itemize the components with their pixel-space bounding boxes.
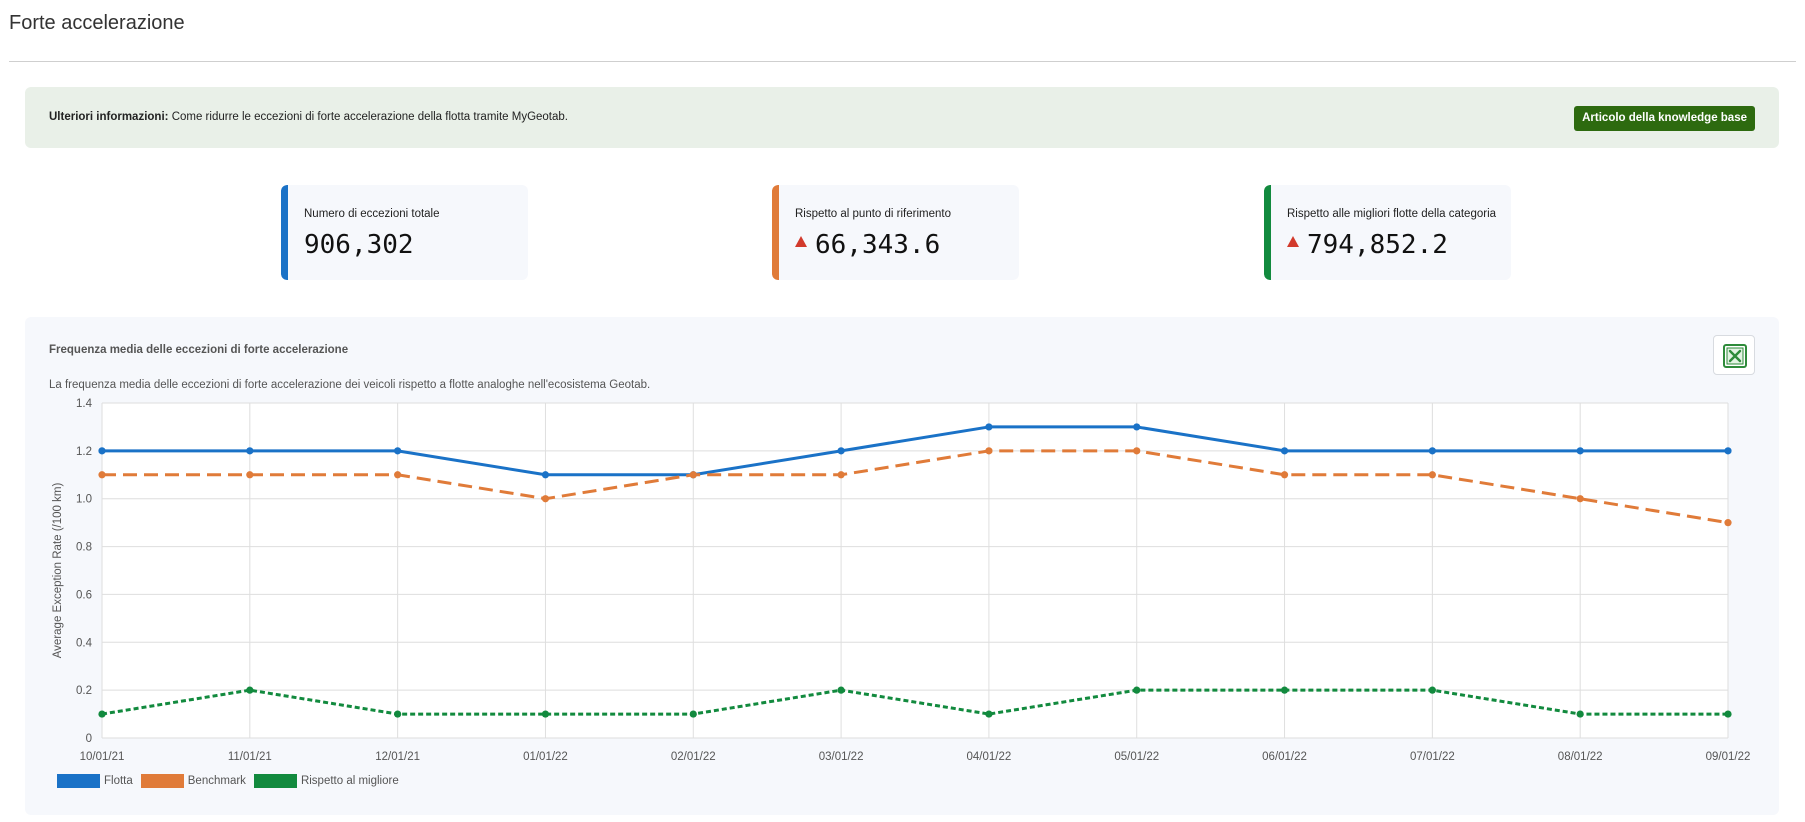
y-tick-label: 1.4 — [76, 398, 93, 410]
legend-swatch — [57, 774, 100, 788]
y-tick-label: 0.4 — [76, 637, 93, 649]
data-point — [1280, 686, 1289, 694]
legend-label: Flotta — [104, 775, 133, 787]
x-tick-label: 04/01/22 — [967, 751, 1012, 763]
series-line-2 — [101, 688, 1728, 716]
x-tick-label: 06/01/22 — [1262, 751, 1307, 763]
data-point — [1428, 686, 1436, 694]
y-tick-label: 1.2 — [76, 446, 92, 458]
legend-swatch — [140, 774, 184, 788]
legend-label: Rispetto al migliore — [300, 775, 399, 787]
chart-title: Frequenza media delle eccezioni di forte… — [49, 344, 349, 356]
data-point — [541, 495, 550, 503]
data-point — [1428, 471, 1436, 479]
data-point — [985, 447, 993, 455]
legend-item-benchmark[interactable]: Benchmark — [140, 774, 246, 788]
y-tick-label: 0.2 — [76, 685, 92, 697]
data-point — [246, 471, 254, 479]
kpi-accent-bar — [772, 185, 779, 280]
data-point — [98, 710, 106, 718]
x-tick-label: 12/01/21 — [375, 751, 420, 763]
data-point — [394, 710, 402, 718]
data-point — [689, 471, 697, 479]
data-point — [1133, 447, 1141, 455]
data-point — [1576, 710, 1584, 718]
kpi-card-vs-best-in-class: Rispetto alle migliori flotte della cate… — [1264, 185, 1511, 280]
data-point — [837, 471, 845, 479]
y-tick-label: 0.6 — [76, 589, 92, 601]
x-tick-label: 09/01/22 — [1706, 751, 1751, 763]
legend-item-flotta[interactable]: Flotta — [57, 774, 133, 788]
legend-item-best[interactable]: Rispetto al migliore — [253, 774, 399, 788]
kpi-accent-bar — [1264, 185, 1271, 280]
info-banner: Ulteriori informazioni: Come ridurre le … — [25, 87, 1779, 148]
info-text: Ulteriori informazioni: Come ridurre le … — [49, 111, 568, 123]
data-point — [394, 471, 402, 479]
y-axis-label: Average Exception Rate (/100 km) — [52, 483, 64, 659]
data-point — [1133, 686, 1141, 694]
y-tick-label: 1.0 — [76, 494, 92, 506]
excel-icon — [1723, 344, 1747, 368]
data-point — [985, 423, 993, 431]
data-point — [1724, 710, 1732, 718]
plot-area — [102, 403, 1728, 738]
x-tick-label: 05/01/22 — [1114, 751, 1159, 763]
data-point — [98, 471, 106, 479]
x-tick-label: 08/01/22 — [1558, 751, 1603, 763]
x-tick-label: 01/01/22 — [523, 751, 568, 763]
data-point — [837, 686, 845, 694]
x-tick-label: 10/01/21 — [80, 751, 125, 763]
data-point — [1133, 423, 1141, 431]
series-line-0 — [102, 425, 1728, 477]
data-point — [985, 710, 993, 718]
kpi-value-text: 794,852.2 — [1307, 230, 1448, 260]
kpi-label: Numero di eccezioni totale — [304, 208, 440, 220]
kpi-value-text: 906,302 — [304, 230, 414, 260]
knowledge-base-button[interactable]: Articolo della knowledge base — [1574, 106, 1755, 131]
x-tick-label: 03/01/22 — [819, 751, 864, 763]
data-point — [541, 471, 550, 479]
line-chart: 0 0.2 0.4 0.6 0.8 1.0 1.2 1.4 10/01/21 11/01/21 12… — [52, 398, 1751, 763]
y-tick-label: 0 — [86, 733, 92, 745]
chart-panel: Frequenza media delle eccezioni di forte… — [25, 317, 1779, 815]
kpi-value: 794,852.2 — [1287, 230, 1448, 260]
kpi-value: 906,302 — [304, 230, 414, 260]
kpi-label: Rispetto alle migliori flotte della cate… — [1287, 208, 1497, 220]
kpi-value: 66,343.6 — [795, 230, 940, 260]
kpi-card-total-exceptions: Numero di eccezioni totale 906,302 — [281, 185, 528, 280]
chart-subtitle: La frequenza media delle eccezioni di fo… — [49, 379, 651, 391]
arrow-up-icon — [795, 236, 807, 247]
data-point — [689, 710, 697, 718]
x-tick-label: 11/01/21 — [228, 751, 272, 763]
kpi-label: Rispetto al punto di riferimento — [795, 208, 951, 220]
title-divider — [9, 61, 1796, 62]
legend-label: Benchmark — [187, 775, 246, 787]
data-point — [1724, 519, 1732, 527]
data-point — [1280, 471, 1289, 479]
kpi-card-vs-benchmark: Rispetto al punto di riferimento 66,343.… — [772, 185, 1019, 280]
kpi-accent-bar — [281, 185, 288, 280]
legend-swatch — [253, 774, 297, 788]
data-point — [1280, 447, 1289, 455]
export-excel-button[interactable] — [1713, 335, 1755, 375]
info-prefix: Ulteriori informazioni: — [49, 111, 169, 123]
data-point — [98, 447, 106, 455]
arrow-up-icon — [1287, 236, 1299, 247]
data-point — [541, 710, 550, 718]
chart-legend: Flotta Benchmark Rispetto al migliore — [57, 774, 407, 788]
data-point — [1576, 495, 1584, 503]
data-point — [1428, 447, 1436, 455]
data-point — [837, 447, 845, 455]
y-tick-label: 0.8 — [76, 542, 92, 554]
x-tick-label: 07/01/22 — [1410, 751, 1455, 763]
kpi-value-text: 66,343.6 — [815, 230, 941, 260]
data-point — [1724, 447, 1732, 455]
x-tick-label: 02/01/22 — [671, 751, 716, 763]
data-point — [246, 447, 254, 455]
info-description: Come ridurre le eccezioni di forte accel… — [171, 111, 568, 123]
data-point — [246, 686, 254, 694]
data-point — [394, 447, 402, 455]
data-point — [1576, 447, 1584, 455]
page-title: Forte accelerazione — [9, 12, 185, 34]
